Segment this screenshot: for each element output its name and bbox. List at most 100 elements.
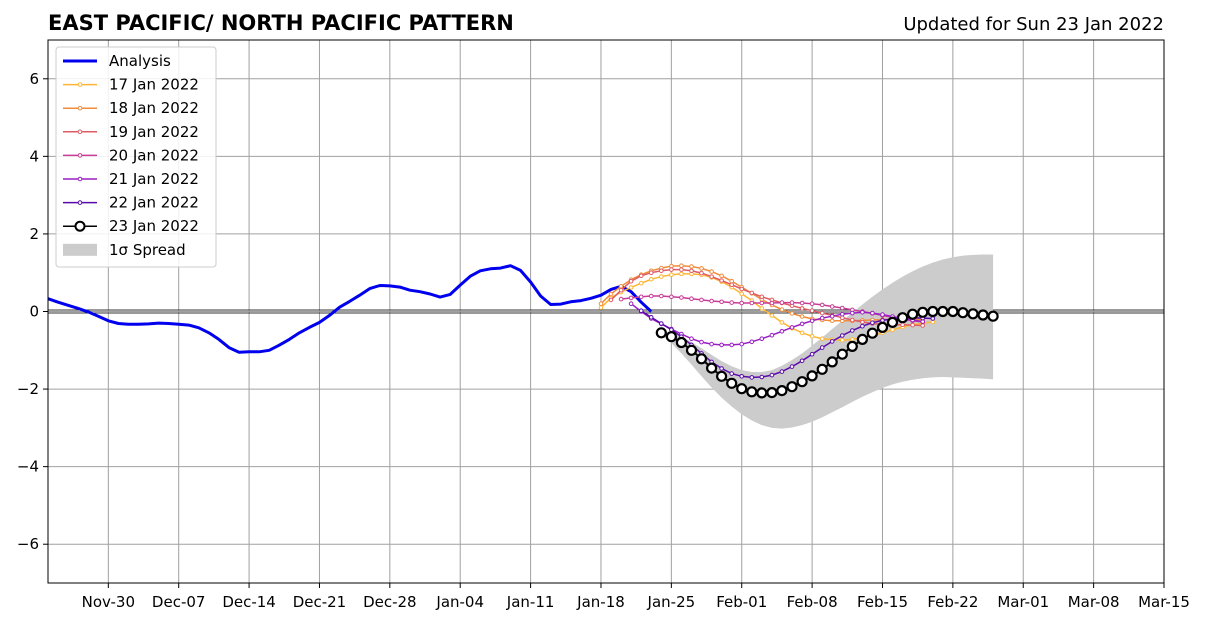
legend-label: 18 Jan 2022 (109, 99, 199, 117)
x-tick-label: Dec-07 (152, 593, 206, 611)
forecast-point (679, 295, 684, 300)
forecast-point (669, 327, 674, 333)
forecast-point (759, 294, 765, 300)
forecast-point (695, 353, 708, 365)
forecast-point (819, 310, 825, 316)
forecast-point (699, 266, 704, 271)
forecast-point (709, 274, 714, 279)
forecast-point (850, 337, 855, 342)
forecast-point (729, 300, 735, 305)
legend-label: Analysis (109, 52, 171, 70)
forecast-point (836, 348, 848, 360)
forecast-point (659, 321, 664, 326)
forecast-point (826, 356, 838, 368)
forecast-point (850, 328, 855, 333)
forecast-point (769, 372, 775, 378)
forecast-point (856, 333, 869, 345)
forecast-point (789, 300, 795, 305)
legend-entry: 22 Jan 2022 (63, 194, 199, 212)
forecast-point (947, 305, 959, 318)
x-tick-label: Dec-14 (222, 593, 276, 611)
y-tick-label: −6 (17, 535, 39, 553)
forecast-point (675, 336, 688, 349)
forecast-point (789, 325, 795, 330)
legend-label: 19 Jan 2022 (109, 123, 199, 141)
y-tick-label: 0 (29, 303, 39, 321)
forecast-point (759, 306, 765, 311)
legend-swatch-marker (77, 82, 83, 87)
forecast-point (699, 270, 704, 276)
x-tick-label: Mar-08 (1068, 593, 1120, 611)
forecast-point (819, 302, 825, 308)
legend-label: 17 Jan 2022 (109, 76, 199, 94)
y-tick-label: −2 (17, 380, 39, 398)
forecast-point (766, 387, 778, 399)
forecast-point (659, 274, 664, 279)
forecast-point (789, 364, 795, 369)
forecast-point (608, 297, 614, 303)
forecast-point (870, 320, 875, 326)
forecast-point (829, 339, 835, 344)
forecast-point (809, 351, 815, 357)
forecast-point (699, 297, 704, 303)
forecast-point (628, 301, 634, 307)
forecast-point (779, 307, 785, 312)
forecast-point (819, 336, 825, 342)
forecast-point (669, 272, 674, 278)
legend-entry: 18 Jan 2022 (63, 99, 199, 117)
forecast-point (679, 267, 684, 272)
forecast-point (729, 371, 735, 376)
forecast-point (689, 268, 694, 274)
forecast-point (739, 341, 745, 347)
x-tick-label: Mar-15 (1138, 593, 1190, 611)
forecast-point (726, 377, 738, 389)
forecast-point (799, 330, 805, 336)
forecast-point (776, 385, 788, 397)
forecast-point (799, 300, 805, 306)
forecast-point (930, 316, 936, 321)
forecast-point (638, 273, 644, 279)
legend-swatch-patch (63, 243, 97, 256)
forecast-point (739, 291, 745, 297)
legend-entry: 17 Jan 2022 (63, 76, 199, 94)
forecast-point (759, 300, 765, 306)
forecast-point (749, 339, 755, 345)
legend-entry: 19 Jan 2022 (63, 123, 199, 141)
forecast-point (719, 342, 724, 348)
forecast-point (628, 285, 634, 290)
forecast-point (679, 263, 684, 269)
forecast-point (799, 358, 805, 364)
forecast-point (850, 310, 855, 316)
forecast-point (779, 369, 785, 374)
legend-swatch-marker (77, 153, 83, 158)
forecast-point (809, 334, 815, 339)
forecast-point (628, 278, 634, 284)
forecast-point (746, 386, 758, 398)
forecast-point (719, 299, 724, 305)
forecast-point (685, 344, 698, 356)
forecast-point (866, 327, 879, 339)
forecast-point (689, 336, 694, 342)
legend-label: 20 Jan 2022 (109, 146, 199, 164)
forecast-point (769, 313, 775, 318)
x-tick-label: Jan-11 (506, 593, 555, 611)
forecast-point (719, 366, 724, 371)
forecast-point (608, 291, 614, 297)
chart-title: EAST PACIFIC/ NORTH PACIFIC PATTERN (48, 11, 514, 35)
forecast-point (910, 322, 915, 328)
x-tick-label: Jan-25 (647, 593, 696, 611)
forecast-point (829, 318, 835, 324)
x-axis: Nov-30 Dec-07 Dec-14 Dec-21 Dec-28 Jan-04 Jan-… (82, 583, 1190, 611)
forecast-point (749, 290, 755, 296)
x-tick-label: Feb-15 (857, 593, 908, 611)
forecast-point (736, 383, 748, 395)
y-tick-label: −4 (17, 458, 39, 476)
forecast-point (819, 315, 825, 321)
forecast-point (648, 277, 654, 282)
forecast-point (886, 316, 899, 328)
forecast-point (809, 308, 815, 314)
forecast-point (756, 387, 768, 399)
spread-band (661, 254, 994, 429)
forecast-point (729, 342, 735, 348)
forecast-point (759, 336, 765, 342)
